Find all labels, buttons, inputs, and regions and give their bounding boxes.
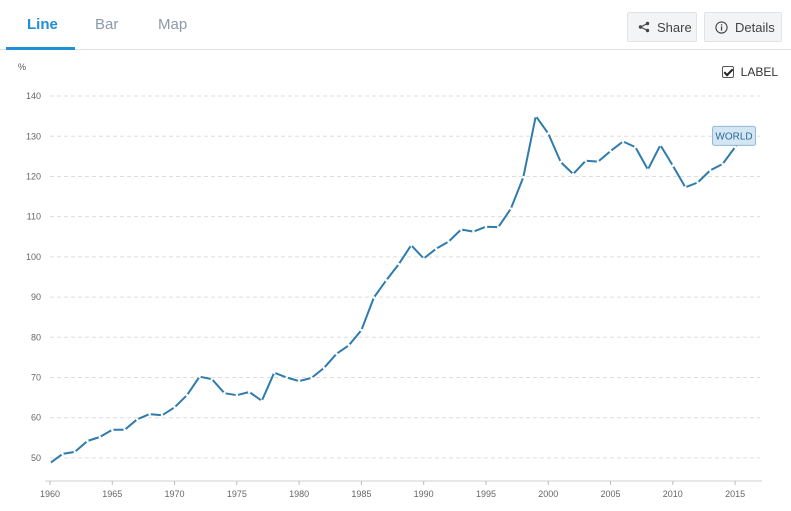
series-label: WORLD (715, 131, 752, 142)
y-tick-label: 120 (26, 171, 41, 181)
data-point (509, 207, 513, 210)
data-point (297, 379, 301, 383)
x-tick-label: 1975 (227, 489, 247, 499)
label-toggle-text: LABEL (740, 65, 778, 79)
data-point (422, 257, 425, 260)
data-point (110, 428, 114, 432)
data-point (223, 391, 226, 395)
data-point (571, 172, 575, 176)
x-tick-label: 1965 (102, 489, 122, 499)
x-tick-label: 2015 (725, 489, 745, 499)
y-tick-label: 60 (31, 413, 41, 423)
data-point (210, 377, 214, 381)
data-point (135, 418, 139, 421)
data-point (148, 412, 151, 416)
data-point (86, 439, 89, 443)
data-point (247, 390, 251, 394)
series-line (49, 115, 749, 465)
data-point (48, 461, 52, 465)
data-point (683, 186, 687, 189)
y-tick-label: 100 (26, 252, 41, 262)
x-tick-label: 1995 (476, 489, 496, 499)
data-point (173, 405, 176, 409)
data-point (322, 366, 326, 370)
data-point (472, 230, 475, 233)
share-label: Share (657, 19, 692, 35)
data-point (73, 450, 77, 454)
data-point (497, 225, 500, 229)
tab-line[interactable]: Line (27, 16, 58, 33)
data-point (434, 247, 438, 251)
data-point (596, 160, 600, 163)
data-point (484, 225, 488, 229)
label-toggle[interactable]: LABEL (721, 65, 778, 79)
details-button[interactable]: Details (704, 12, 782, 42)
data-point (746, 128, 749, 131)
data-point (646, 168, 650, 171)
y-tick-label: 110 (27, 212, 41, 222)
x-tick-label: 2005 (601, 489, 621, 499)
data-point (385, 278, 388, 282)
x-tick-label: 1990 (414, 489, 434, 499)
x-tick-label: 1970 (165, 489, 185, 499)
y-axis-unit-label: % (18, 62, 26, 72)
data-point (160, 414, 164, 417)
data-point (546, 132, 550, 135)
data-point (61, 452, 64, 456)
x-tick-label: 1960 (40, 489, 60, 499)
data-point (708, 169, 712, 172)
data-point (459, 228, 463, 231)
data-point (235, 393, 239, 397)
data-point (360, 328, 363, 332)
data-point (609, 149, 612, 153)
x-tick-label: 1980 (289, 489, 309, 499)
data-point (409, 243, 413, 247)
details-label: Details (735, 19, 775, 35)
data-point (397, 262, 401, 266)
label-checkbox[interactable] (721, 66, 734, 78)
active-tab-indicator (6, 47, 75, 50)
data-point (285, 376, 288, 379)
data-point (123, 428, 127, 432)
data-point (310, 376, 313, 380)
y-tick-label: 130 (26, 131, 41, 141)
data-point (621, 140, 625, 143)
data-point (347, 344, 351, 347)
y-tick-label: 80 (31, 332, 41, 342)
data-point (335, 352, 338, 356)
data-point (584, 159, 587, 163)
data-point (733, 145, 737, 149)
data-point (185, 393, 189, 397)
data-point (534, 114, 538, 118)
data-point (634, 145, 637, 149)
y-tick-label: 50 (31, 453, 41, 463)
info-icon (715, 20, 728, 34)
series-label-box (712, 125, 757, 146)
data-point (721, 162, 724, 166)
data-point (696, 181, 700, 184)
y-tick-label: 70 (31, 373, 41, 383)
y-tick-label: 90 (31, 292, 41, 302)
y-tick-label: 140 (26, 91, 41, 101)
data-point (272, 371, 276, 374)
tab-map[interactable]: Map (158, 16, 188, 33)
data-point (522, 175, 525, 179)
share-button[interactable]: Share (627, 12, 697, 42)
data-point (659, 143, 662, 147)
data-point (671, 164, 675, 167)
x-tick-label: 2010 (663, 489, 683, 499)
data-point (372, 296, 376, 299)
x-tick-label: 1985 (351, 489, 371, 499)
share-icon (638, 21, 650, 33)
data-point (447, 240, 450, 243)
data-point (260, 399, 264, 403)
data-point (98, 435, 102, 439)
data-point (559, 160, 563, 164)
chart-toolbar: Line Bar Map Share Details (0, 0, 791, 50)
tab-bar[interactable]: Bar (95, 16, 119, 33)
data-point (198, 375, 201, 379)
x-tick-label: 2000 (538, 489, 558, 499)
